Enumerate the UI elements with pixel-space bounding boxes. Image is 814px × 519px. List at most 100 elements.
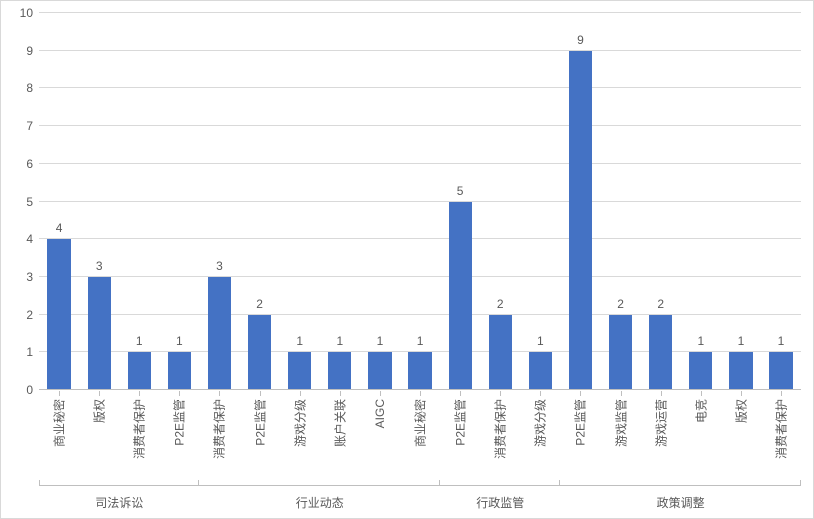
data-label: 2	[617, 297, 624, 311]
bar: 1	[368, 352, 391, 390]
group-label: 司法诉讼	[39, 486, 199, 518]
x-label-slot: 消费者保护	[199, 390, 239, 480]
x-category-label: 消费者保护	[131, 399, 148, 459]
bar: 1	[689, 352, 712, 390]
bars-layer: 4311321111521922111	[39, 13, 801, 390]
bar-slot: 2	[480, 13, 520, 390]
y-tick-label: 3	[26, 270, 33, 284]
bar-slot: 1	[681, 13, 721, 390]
x-category-label: P2E监管	[572, 399, 589, 446]
x-category-label: P2E监管	[452, 399, 469, 446]
x-tick	[420, 391, 421, 396]
data-label: 2	[256, 297, 263, 311]
group-label: 行政监管	[440, 486, 560, 518]
bar-slot: 1	[360, 13, 400, 390]
bar-slot: 1	[320, 13, 360, 390]
x-label-slot: 版权	[79, 390, 119, 480]
bar-slot: 3	[79, 13, 119, 390]
x-category-label: P2E监管	[251, 399, 268, 446]
data-label: 1	[296, 334, 303, 348]
bar: 1	[288, 352, 311, 390]
x-label-slot: 账户关联	[320, 390, 360, 480]
data-label: 1	[336, 334, 343, 348]
x-tick	[661, 391, 662, 396]
x-category-label: 消费者保护	[492, 399, 509, 459]
data-label: 1	[377, 334, 384, 348]
x-category-label: 游戏分级	[532, 399, 549, 447]
bar: 1	[529, 352, 552, 390]
data-label: 1	[697, 334, 704, 348]
x-tick	[179, 391, 180, 396]
x-category-label: 版权	[91, 399, 108, 423]
y-axis: 012345678910	[1, 13, 39, 390]
x-label-slot: 电竞	[681, 390, 721, 480]
bar: 2	[649, 315, 672, 390]
x-group-labels: 司法诉讼行业动态行政监管政策调整	[39, 486, 801, 518]
bar-slot: 1	[721, 13, 761, 390]
x-label-slot: P2E监管	[560, 390, 600, 480]
bar: 3	[88, 277, 111, 390]
x-label-slot: 游戏分级	[280, 390, 320, 480]
x-tick	[139, 391, 140, 396]
x-tick	[380, 391, 381, 396]
x-label-slot: AIGC	[360, 390, 400, 480]
data-label: 1	[417, 334, 424, 348]
x-category-label: 版权	[732, 399, 749, 423]
y-tick-label: 1	[26, 345, 33, 359]
bar: 1	[408, 352, 431, 390]
x-label-slot: 消费者保护	[761, 390, 801, 480]
x-tick	[99, 391, 100, 396]
bar: 1	[128, 352, 151, 390]
x-label-slot: 游戏分级	[520, 390, 560, 480]
bar: 4	[47, 239, 70, 390]
bar-slot: 5	[440, 13, 480, 390]
x-tick	[219, 391, 220, 396]
x-label-slot: 商业秘密	[400, 390, 440, 480]
x-tick	[300, 391, 301, 396]
x-label-slot: 游戏运营	[641, 390, 681, 480]
data-label: 1	[738, 334, 745, 348]
x-tick	[59, 391, 60, 396]
x-tick	[460, 391, 461, 396]
bar-slot: 2	[601, 13, 641, 390]
x-tick	[260, 391, 261, 396]
data-label: 1	[136, 334, 143, 348]
group-label: 行业动态	[199, 486, 440, 518]
x-label-slot: 版权	[721, 390, 761, 480]
bar: 2	[489, 315, 512, 390]
x-category-label: 游戏分级	[291, 399, 308, 447]
x-axis: 商业秘密版权消费者保护P2E监管消费者保护P2E监管游戏分级账户关联AIGC商业…	[39, 390, 801, 518]
y-tick-label: 2	[26, 308, 33, 322]
data-label: 1	[537, 334, 544, 348]
bar: 1	[729, 352, 752, 390]
x-tick	[741, 391, 742, 396]
bar-slot: 1	[520, 13, 560, 390]
x-label-slot: P2E监管	[159, 390, 199, 480]
x-tick	[540, 391, 541, 396]
x-label-slot: P2E监管	[240, 390, 280, 480]
bar-slot: 1	[761, 13, 801, 390]
data-label: 9	[577, 33, 584, 47]
y-tick-label: 8	[26, 81, 33, 95]
x-tick	[580, 391, 581, 396]
x-category-label: 商业秘密	[51, 399, 68, 447]
x-category-label: 游戏运营	[652, 399, 669, 447]
x-tick	[340, 391, 341, 396]
bar: 1	[168, 352, 191, 390]
bar: 2	[248, 315, 271, 390]
bar-chart: 012345678910 4311321111521922111 商业秘密版权消…	[0, 0, 814, 519]
data-label: 1	[778, 334, 785, 348]
x-category-label: 消费者保护	[773, 399, 790, 459]
x-category-label: P2E监管	[171, 399, 188, 446]
x-label-slot: 商业秘密	[39, 390, 79, 480]
x-category-label: 电竞	[692, 399, 709, 423]
bar: 1	[769, 352, 792, 390]
x-category-label: AIGC	[373, 399, 387, 428]
x-label-slot: 消费者保护	[480, 390, 520, 480]
x-category-label: 账户关联	[331, 399, 348, 447]
y-tick-label: 6	[26, 157, 33, 171]
x-tick	[500, 391, 501, 396]
bar-slot: 4	[39, 13, 79, 390]
x-tick	[621, 391, 622, 396]
bar-slot: 2	[641, 13, 681, 390]
